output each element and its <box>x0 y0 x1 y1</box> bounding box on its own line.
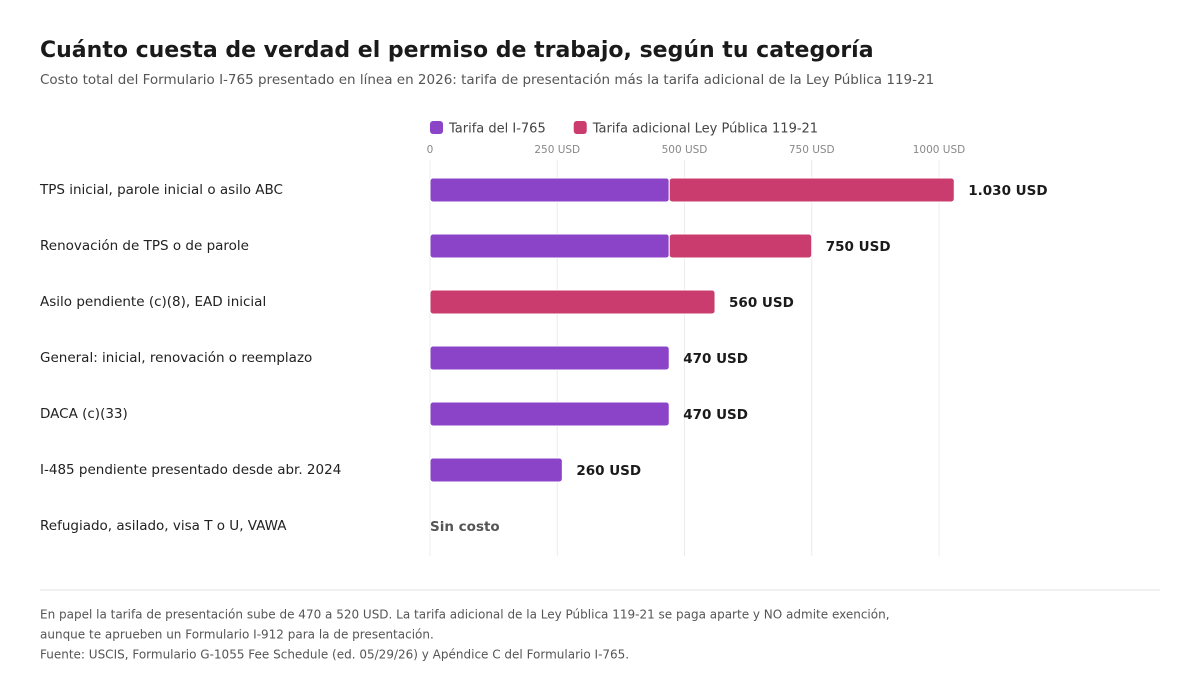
bar-segment <box>668 233 813 259</box>
total-label: 1.030 USD <box>968 183 1047 199</box>
bar-segment <box>429 289 716 315</box>
chart-title: Cuánto cuesta de verdad el permiso de tr… <box>40 38 874 63</box>
total-label: 560 USD <box>729 295 794 311</box>
bar-segment <box>429 233 670 259</box>
total-label: 470 USD <box>683 351 748 367</box>
chart-subtitle: Costo total del Formulario I-765 present… <box>40 72 934 88</box>
x-tick-label: 750 USD <box>789 144 835 156</box>
legend-swatch <box>573 121 587 134</box>
category-label: Renovación de TPS o de parole <box>40 238 249 254</box>
total-label: 470 USD <box>683 407 748 423</box>
category-label: Refugiado, asilado, visa T o U, VAWA <box>40 518 287 534</box>
category-label: General: inicial, renovación o reemplazo <box>40 350 312 366</box>
total-label: 750 USD <box>826 239 891 255</box>
footnote: En papel la tarifa de presentación sube … <box>40 608 890 622</box>
category-label: TPS inicial, parole inicial o asilo ABC <box>39 182 283 198</box>
x-tick-label: 500 USD <box>662 144 708 156</box>
bar-segment <box>668 177 955 203</box>
footnote: aunque te aprueben un Formulario I-912 p… <box>40 628 434 642</box>
bar-segment <box>429 457 563 483</box>
x-tick-label: 250 USD <box>534 144 580 156</box>
bar-segment <box>429 345 670 371</box>
legend-swatch <box>430 121 443 134</box>
footnote: Fuente: USCIS, Formulario G-1055 Fee Sch… <box>40 648 629 662</box>
legend-label: Tarifa del I-765 <box>448 122 546 137</box>
x-tick-label: 0 <box>427 144 434 156</box>
bar-segment <box>429 401 670 427</box>
bar-segment <box>429 177 670 203</box>
total-label: Sin costo <box>430 519 500 535</box>
category-label: I-485 pendiente presentado desde abr. 20… <box>40 462 341 478</box>
legend-label: Tarifa adicional Ley Pública 119-21 <box>592 122 818 137</box>
category-label: Asilo pendiente (c)(8), EAD inicial <box>40 294 266 310</box>
total-label: 260 USD <box>576 463 641 479</box>
category-label: DACA (c)(33) <box>40 406 128 422</box>
x-tick-label: 1000 USD <box>913 144 966 156</box>
